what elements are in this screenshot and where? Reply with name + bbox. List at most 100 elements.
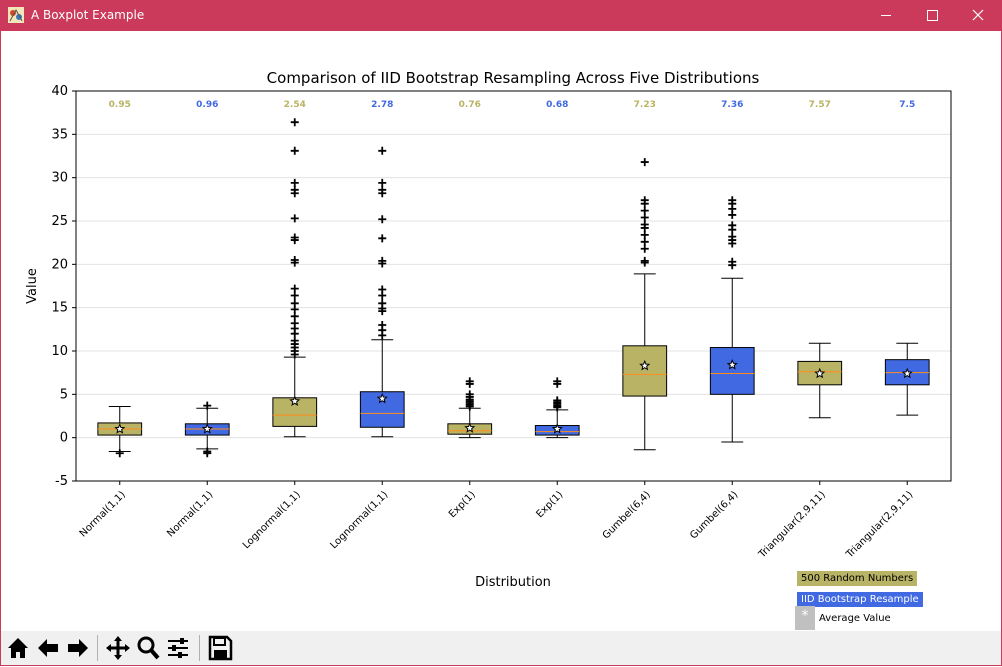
boxplot-8 [709, 196, 755, 443]
maximize-icon [927, 10, 938, 21]
outlier-marker [378, 146, 387, 155]
outlier-marker [640, 230, 649, 239]
plot-area-frame [75, 90, 952, 482]
outlier-marker [290, 233, 299, 242]
y-tick-label: 5 [60, 387, 68, 402]
top-label: 0.68 [546, 100, 568, 110]
x-tick-label: Normal(1,1) [165, 489, 215, 539]
mean-marker [376, 392, 388, 404]
configure-subplots-icon [168, 638, 188, 658]
toolbar-separator [199, 635, 200, 661]
top-label: 7.57 [809, 100, 831, 110]
top-label: 7.36 [721, 100, 743, 110]
boxplot-6 [534, 377, 580, 439]
outlier-marker [378, 285, 387, 294]
outlier-marker [728, 196, 737, 205]
forward-arrow-icon [68, 639, 88, 657]
y-tick-label: 40 [51, 84, 68, 99]
y-tick-label: 0 [60, 431, 68, 446]
y-ticks: -5 0 5 10 15 20 25 30 35 40 [51, 84, 76, 489]
title-bar: A Boxplot Example [0, 0, 1002, 31]
outlier-marker [290, 146, 299, 155]
outlier-marker [640, 220, 649, 229]
boxplot-10 [884, 342, 930, 416]
close-button[interactable] [955, 0, 1001, 31]
x-tick-label: Normal(1,1) [78, 489, 128, 539]
y-tick-label: 30 [51, 171, 68, 186]
top-label: 2.54 [284, 100, 306, 110]
outlier-marker [378, 321, 387, 329]
navigation-toolbar [1, 631, 1001, 665]
outlier-marker [290, 312, 299, 321]
legend-average-value: Average Value [819, 613, 891, 624]
outlier-marker [553, 377, 562, 386]
y-tick-label: 20 [51, 257, 68, 272]
x-tick-label: Exp(1) [534, 489, 565, 520]
y-tick-label: 35 [51, 127, 68, 142]
y-tick-label: 25 [51, 214, 68, 229]
minimize-button[interactable] [863, 0, 909, 31]
window-title: A Boxplot Example [31, 8, 145, 22]
home-button[interactable] [4, 633, 32, 663]
boxplot-5 [447, 377, 493, 439]
x-tick-label: Triangular(2,9,11) [844, 489, 916, 561]
y-axis-label: Value [25, 268, 40, 304]
outlier-marker [728, 221, 737, 230]
mean-marker [814, 367, 826, 379]
pan-icon [106, 636, 130, 660]
outlier-marker [290, 256, 299, 264]
zoom-button[interactable] [134, 633, 162, 663]
save-icon [208, 635, 233, 661]
outlier-marker [290, 178, 299, 187]
top-label: 2.78 [371, 100, 393, 110]
top-label: 0.76 [459, 100, 481, 110]
boxplot-9 [797, 342, 843, 419]
home-icon [8, 638, 28, 658]
outlier-marker [290, 185, 299, 194]
x-axis-label: Distribution [475, 575, 551, 590]
mean-marker [289, 395, 301, 406]
y-tick-label: 10 [51, 344, 68, 359]
outlier-marker [378, 185, 387, 194]
outlier-marker [728, 257, 737, 266]
outlier-marker [640, 244, 649, 253]
outlier-marker [728, 232, 737, 241]
mean-marker [639, 359, 651, 371]
outlier-marker [640, 213, 649, 222]
outlier-marker [290, 291, 299, 300]
back-button[interactable] [34, 633, 62, 663]
forward-button[interactable] [64, 633, 92, 663]
x-tick-label: Exp(1) [447, 489, 478, 520]
legend-bootstrap-resample: IID Bootstrap Resample [797, 592, 923, 607]
top-labels: 0.95 0.96 2.54 2.78 0.76 0.68 7.23 7.36 7.57 7.5 [109, 100, 916, 110]
outlier-marker [640, 158, 649, 167]
mean-marker [114, 423, 126, 434]
legend-random-numbers: 500 Random Numbers [797, 571, 918, 586]
outlier-marker [290, 299, 299, 308]
outlier-marker [378, 215, 387, 224]
configure-subplots-button[interactable] [164, 633, 192, 663]
top-label: 0.96 [196, 100, 218, 110]
save-button[interactable] [206, 633, 234, 663]
boxes-layer [97, 118, 930, 458]
x-tick-label: Triangular(2,9,11) [756, 489, 828, 561]
top-label: 0.95 [109, 100, 131, 110]
x-ticks: Normal(1,1) Normal(1,1) Lognormal(1,1) Logn… [78, 481, 916, 561]
outlier-marker [290, 118, 299, 127]
outlier-marker [640, 237, 649, 246]
x-tick-label: Lognormal(1,1) [241, 489, 303, 551]
app-icon [8, 7, 24, 23]
mean-marker [464, 422, 476, 433]
chart-title: Comparison of IID Bootstrap Resampling A… [267, 69, 760, 87]
y-tick-label: -5 [55, 474, 68, 489]
boxplot-2 [184, 401, 230, 458]
boxplot-3 [272, 118, 318, 438]
toolbar-separator [97, 635, 98, 661]
maximize-button[interactable] [909, 0, 955, 31]
back-arrow-icon [38, 639, 58, 657]
pan-button[interactable] [104, 633, 132, 663]
outlier-marker [115, 449, 124, 458]
outlier-marker [640, 206, 649, 215]
outlier-marker [203, 401, 212, 410]
outlier-marker [465, 390, 474, 399]
